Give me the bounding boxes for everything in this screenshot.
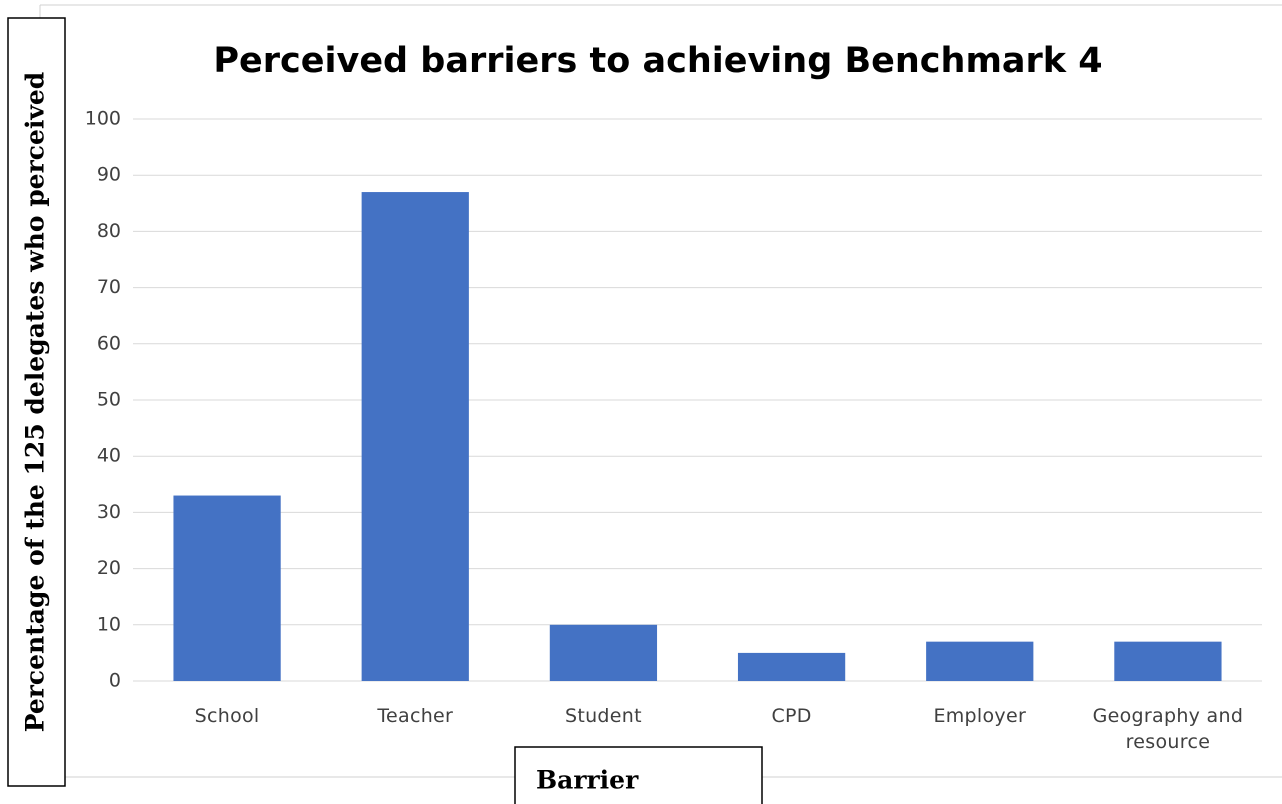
x-tick-label: Student <box>564 705 642 727</box>
y-label-box <box>7 17 66 787</box>
bar <box>737 652 846 681</box>
y-tick-label: 30 <box>97 501 121 523</box>
bar <box>361 192 469 681</box>
y-tick-label: 100 <box>85 108 121 130</box>
x-axis-label: Barrier <box>536 766 639 795</box>
y-tick-label: 80 <box>97 220 121 242</box>
x-tick-label: Geography and resource <box>1092 705 1244 753</box>
y-tick-label: 90 <box>97 164 121 186</box>
bar <box>173 495 281 681</box>
y-tick-label: 60 <box>97 332 121 354</box>
x-tick-label: School <box>194 705 260 727</box>
chart-title: Perceived barriers to achieving Benchmar… <box>213 41 1102 81</box>
x-tick-label: Employer <box>933 705 1027 727</box>
x-tick-label: CPD <box>771 705 812 727</box>
y-axis-label: Percentage of the 125 delegates who perc… <box>21 72 50 733</box>
y-tick-label: 20 <box>97 557 121 579</box>
x-tick-label: Teacher <box>377 705 454 727</box>
bar <box>1114 641 1222 681</box>
y-tick-label: 40 <box>97 445 121 467</box>
x-label-box <box>514 746 763 804</box>
y-tick-label: 50 <box>97 389 121 411</box>
y-tick-label: 10 <box>97 613 121 635</box>
bar <box>926 641 1034 681</box>
bar <box>549 624 658 681</box>
y-tick-label: 70 <box>97 276 121 298</box>
y-tick-label: 0 <box>109 670 121 692</box>
